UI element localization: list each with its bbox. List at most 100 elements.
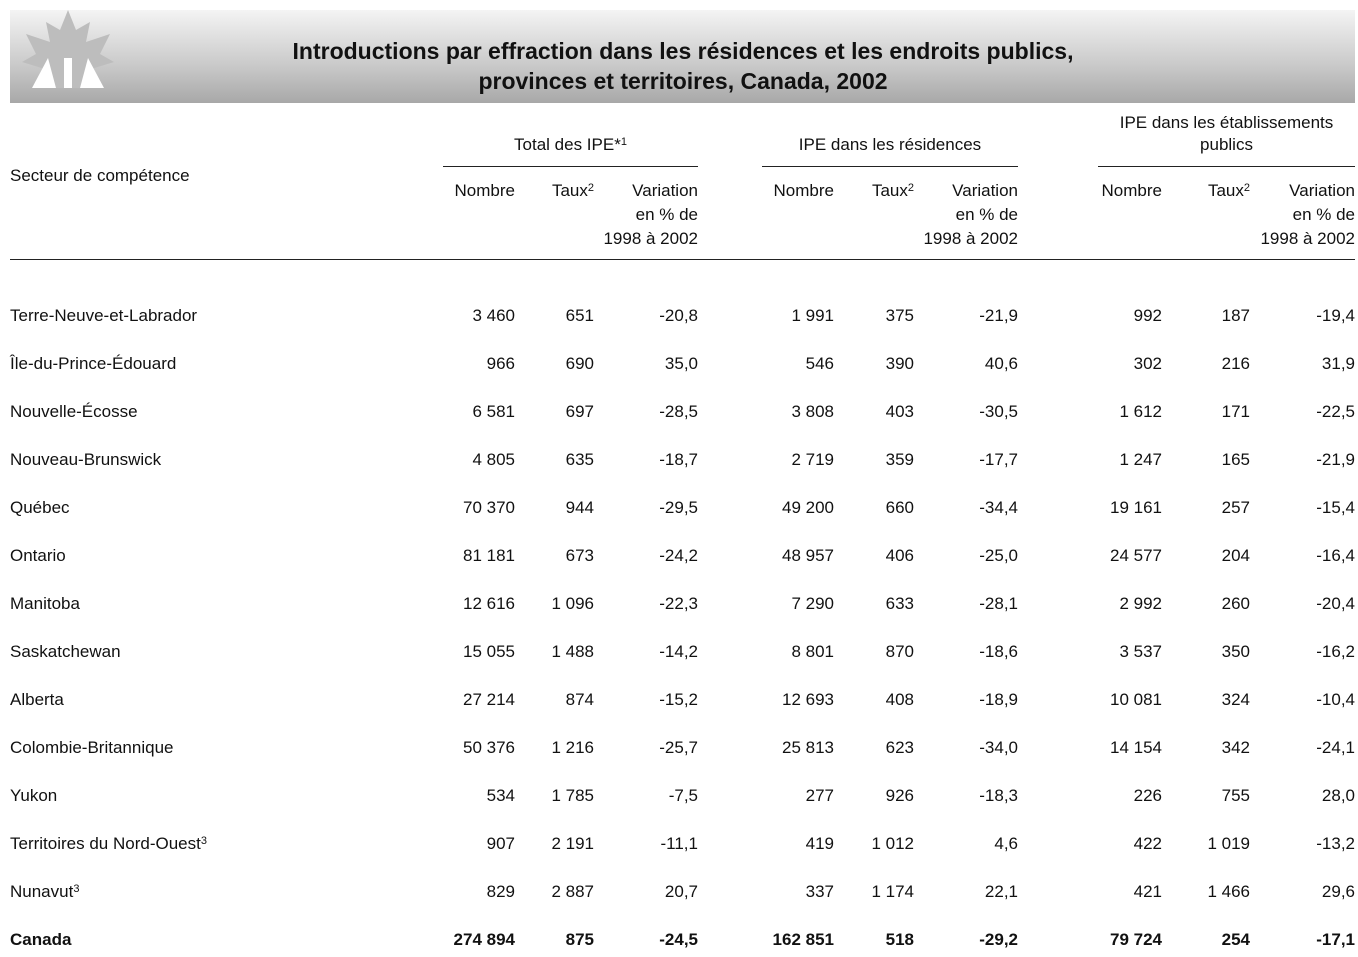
cell: -20,4 bbox=[1316, 594, 1355, 613]
cell: 1 785 bbox=[551, 786, 594, 805]
cell: 337 bbox=[805, 882, 834, 901]
cell: 274 894 bbox=[453, 930, 515, 949]
cell: 518 bbox=[885, 930, 914, 949]
cell: 40,6 bbox=[984, 354, 1018, 373]
cell: 7 290 bbox=[791, 594, 834, 613]
cell: -21,9 bbox=[1316, 450, 1355, 469]
cell: -15,4 bbox=[1316, 498, 1355, 517]
column-header-line: 1998 à 2002 bbox=[923, 229, 1018, 248]
row-name: Colombie-Britannique bbox=[10, 738, 174, 757]
cell: 421 bbox=[1133, 882, 1162, 901]
cell: 422 bbox=[1133, 834, 1162, 853]
cell: 28,0 bbox=[1321, 786, 1355, 805]
cell: 48 957 bbox=[782, 546, 834, 565]
row-name: Québec bbox=[10, 498, 70, 517]
cell: 697 bbox=[565, 402, 594, 421]
title-line: provinces et territoires, Canada, 2002 bbox=[478, 68, 888, 94]
row-name: Manitoba bbox=[10, 594, 80, 613]
cell: -10,4 bbox=[1316, 690, 1355, 709]
cell: 165 bbox=[1221, 450, 1250, 469]
column-header-line: en % de bbox=[635, 205, 698, 224]
cell: 690 bbox=[565, 354, 594, 373]
cell: -25,7 bbox=[659, 738, 698, 757]
cell: 966 bbox=[486, 354, 515, 373]
header-band bbox=[10, 10, 1355, 103]
superscript: 3 bbox=[200, 835, 207, 847]
column-header-line: Taux2 bbox=[871, 181, 914, 200]
cell: 254 bbox=[1221, 930, 1250, 949]
cell: -25,0 bbox=[979, 546, 1018, 565]
column-header: Taux2 bbox=[872, 179, 914, 203]
column-header: Variation en % de 1998 à 2002 bbox=[1260, 179, 1355, 251]
cell: 2 992 bbox=[1119, 594, 1162, 613]
cell: -24,1 bbox=[1316, 738, 1355, 757]
cell: 1 488 bbox=[551, 642, 594, 661]
cell: -11,1 bbox=[660, 834, 699, 853]
column-header-line: Variation bbox=[952, 181, 1018, 200]
cell: -28,5 bbox=[659, 402, 698, 421]
cell: 829 bbox=[486, 882, 515, 901]
cell: 419 bbox=[805, 834, 834, 853]
cell: -7,5 bbox=[668, 786, 698, 805]
cell: 755 bbox=[1221, 786, 1250, 805]
column-header: Nombre bbox=[774, 179, 834, 203]
column-header-line: Variation bbox=[632, 181, 698, 200]
cell: 2 719 bbox=[791, 450, 834, 469]
cell: 260 bbox=[1221, 594, 1250, 613]
cell: 3 808 bbox=[791, 402, 834, 421]
cell: 2 887 bbox=[551, 882, 594, 901]
cell: 4,6 bbox=[994, 834, 1018, 853]
cell: 277 bbox=[805, 786, 834, 805]
cell: 15 055 bbox=[463, 642, 515, 661]
column-header: Nombre bbox=[455, 179, 515, 203]
cell: 874 bbox=[565, 690, 594, 709]
cell: -28,1 bbox=[979, 594, 1018, 613]
cell: 1 612 bbox=[1119, 402, 1162, 421]
cell: 875 bbox=[565, 930, 594, 949]
cell: 187 bbox=[1221, 306, 1250, 325]
cell: 375 bbox=[885, 306, 914, 325]
cell: -30,5 bbox=[979, 402, 1018, 421]
superscript: 2 bbox=[907, 182, 914, 194]
cell: 50 376 bbox=[463, 738, 515, 757]
cell: -22,3 bbox=[659, 594, 698, 613]
cell: 6 581 bbox=[472, 402, 515, 421]
cell: -34,0 bbox=[979, 738, 1018, 757]
cell: 12 693 bbox=[782, 690, 834, 709]
group-header-line: Total des IPE*1 bbox=[514, 135, 627, 154]
cell: 660 bbox=[885, 498, 914, 517]
column-header-line: Taux2 bbox=[551, 181, 594, 200]
cell: -13,2 bbox=[1316, 834, 1355, 853]
cell: 944 bbox=[565, 498, 594, 517]
header-rule bbox=[10, 259, 1355, 260]
row-header: Secteur de compétence bbox=[10, 166, 190, 185]
cell: -24,5 bbox=[659, 930, 698, 949]
cell: -29,2 bbox=[979, 930, 1018, 949]
cell: 31,9 bbox=[1321, 354, 1355, 373]
title: Introductions par effraction dans les ré… bbox=[0, 36, 1358, 96]
cell: 162 851 bbox=[772, 930, 834, 949]
cell: -18,9 bbox=[979, 690, 1018, 709]
cell: 635 bbox=[565, 450, 594, 469]
cell: 534 bbox=[486, 786, 515, 805]
column-header-line: Taux2 bbox=[1207, 181, 1250, 200]
group-header-line: IPE dans les résidences bbox=[798, 135, 982, 154]
row-name: Île-du-Prince-Édouard bbox=[10, 354, 177, 373]
cell: 3 460 bbox=[472, 306, 515, 325]
cell: -29,5 bbox=[659, 498, 698, 517]
cell: 1 991 bbox=[791, 306, 834, 325]
row-name: Terre-Neuve-et-Labrador bbox=[10, 306, 198, 325]
cell: 79 724 bbox=[1110, 930, 1162, 949]
row-name: Canada bbox=[10, 930, 72, 949]
cell: 359 bbox=[885, 450, 914, 469]
cell: 27 214 bbox=[463, 690, 515, 709]
superscript: 3 bbox=[73, 883, 80, 895]
cell: 926 bbox=[885, 786, 914, 805]
cell: 651 bbox=[565, 306, 594, 325]
cell: 204 bbox=[1221, 546, 1250, 565]
title-line: Introductions par effraction dans les ré… bbox=[292, 38, 1074, 64]
cell: 992 bbox=[1133, 306, 1162, 325]
group-header-line: publics bbox=[1200, 135, 1253, 154]
cell: -18,3 bbox=[979, 786, 1018, 805]
